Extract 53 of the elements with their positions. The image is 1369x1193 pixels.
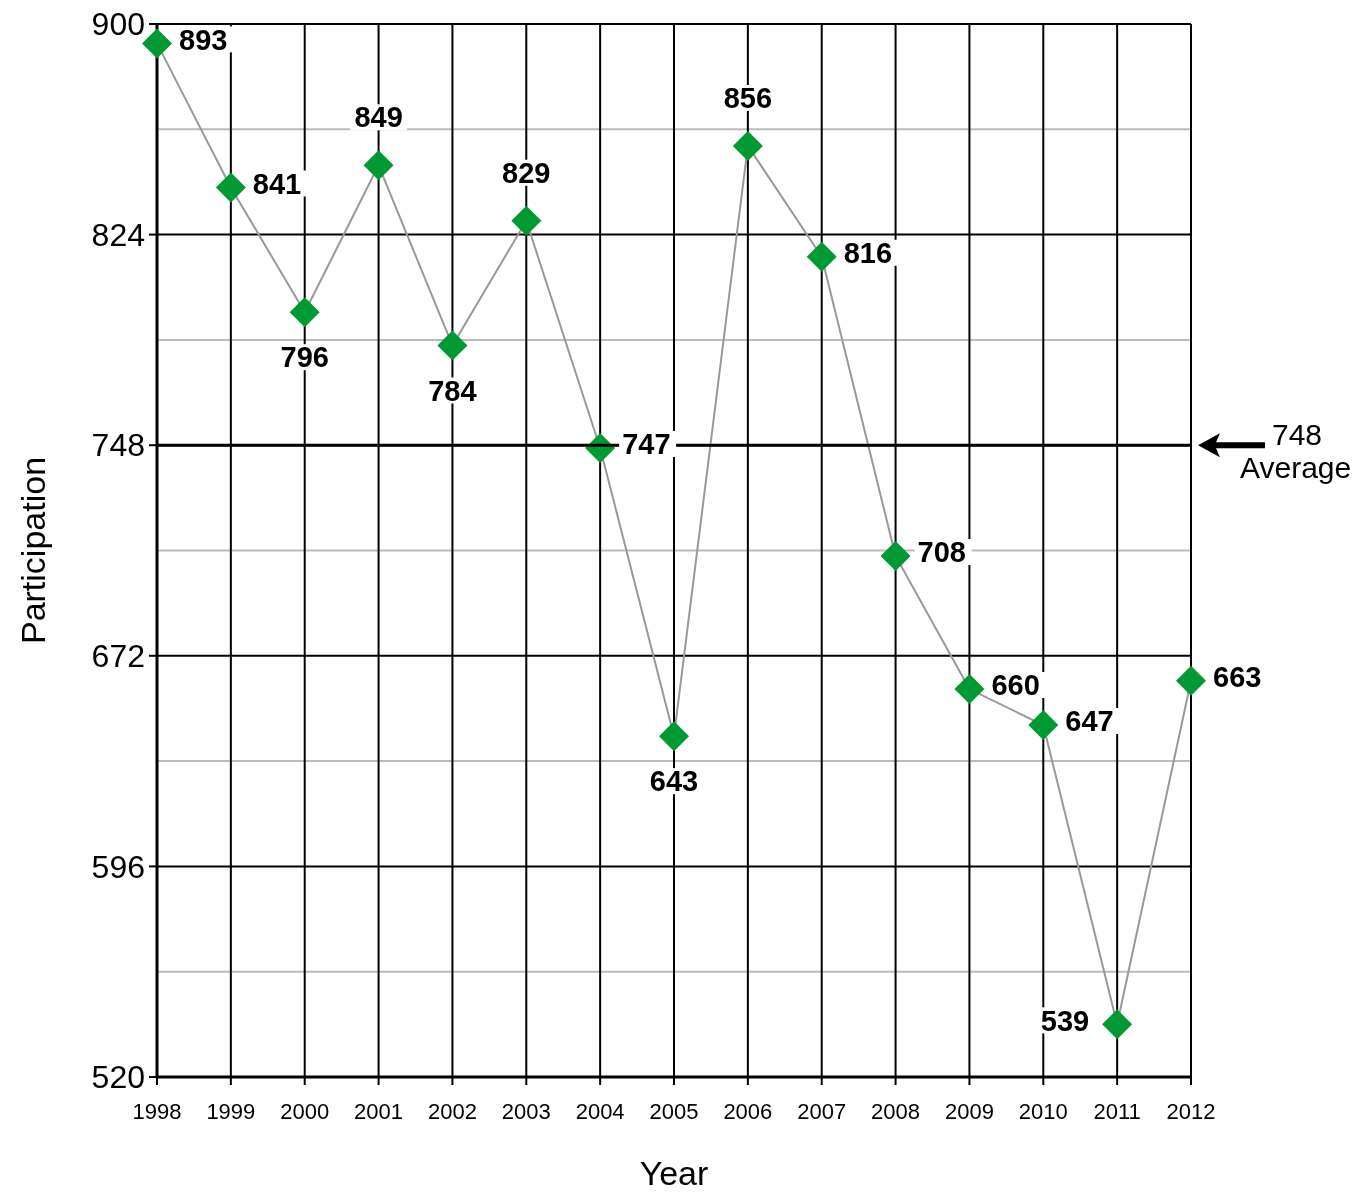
data-label: 708 xyxy=(917,536,966,569)
data-label: 747 xyxy=(622,428,671,461)
point xyxy=(289,297,320,328)
y-axis-title: Participation xyxy=(14,456,52,645)
point xyxy=(215,172,246,203)
point xyxy=(954,674,985,705)
data-label: 784 xyxy=(428,374,477,407)
data-label: 856 xyxy=(723,82,773,115)
y-tick-label: 672 xyxy=(91,638,145,674)
y-tick-label: 900 xyxy=(91,6,145,43)
x-tick-label: 2000 xyxy=(280,1099,330,1124)
point xyxy=(880,541,911,572)
x-tick-label: 2009 xyxy=(944,1099,994,1124)
data-label: 796 xyxy=(280,341,329,374)
x-tick-label: 2008 xyxy=(871,1099,921,1124)
data-label: 893 xyxy=(179,23,228,56)
x-tick-label: 2011 xyxy=(1093,1099,1141,1124)
point xyxy=(659,721,689,752)
data-label: 841 xyxy=(252,167,302,200)
x-tick-label: 2005 xyxy=(649,1099,699,1124)
data-label: 829 xyxy=(502,156,551,189)
x-axis-title: Year xyxy=(639,1154,709,1192)
x-tick-label: 2001 xyxy=(354,1099,404,1124)
data-label: 663 xyxy=(1213,660,1262,693)
x-tick-label: 1999 xyxy=(206,1099,256,1124)
x-tick-label: 2012 xyxy=(1166,1099,1216,1124)
ref-line-label: 748 Average xyxy=(1240,418,1352,485)
point xyxy=(142,28,172,59)
x-tick-label: 2004 xyxy=(575,1099,625,1124)
point xyxy=(1028,710,1059,741)
y-tick-label: 824 xyxy=(91,216,145,253)
y-tick-label: 748 xyxy=(91,427,145,464)
data-label: 647 xyxy=(1065,705,1114,738)
y-tick-label: 596 xyxy=(91,848,145,885)
y-tick-label: 520 xyxy=(91,1059,145,1096)
x-tick-label: 2007 xyxy=(797,1099,847,1124)
data-label: 660 xyxy=(991,669,1040,702)
data-label: 849 xyxy=(354,101,403,134)
point xyxy=(1176,665,1206,696)
x-tick-label: 1998 xyxy=(132,1099,182,1124)
x-tick-label: 2010 xyxy=(1018,1099,1068,1124)
x-tick-label: 2006 xyxy=(723,1099,773,1124)
point xyxy=(806,241,837,272)
point xyxy=(511,205,542,236)
point xyxy=(1102,1009,1133,1040)
x-tick-label: 2002 xyxy=(427,1099,477,1124)
x-tick-label: 2003 xyxy=(501,1099,551,1124)
point xyxy=(732,130,763,161)
data-label: 539 xyxy=(1040,1004,1090,1037)
data-label: 643 xyxy=(649,765,699,798)
data-label: 816 xyxy=(843,236,893,269)
point xyxy=(363,150,394,181)
point xyxy=(437,330,468,361)
